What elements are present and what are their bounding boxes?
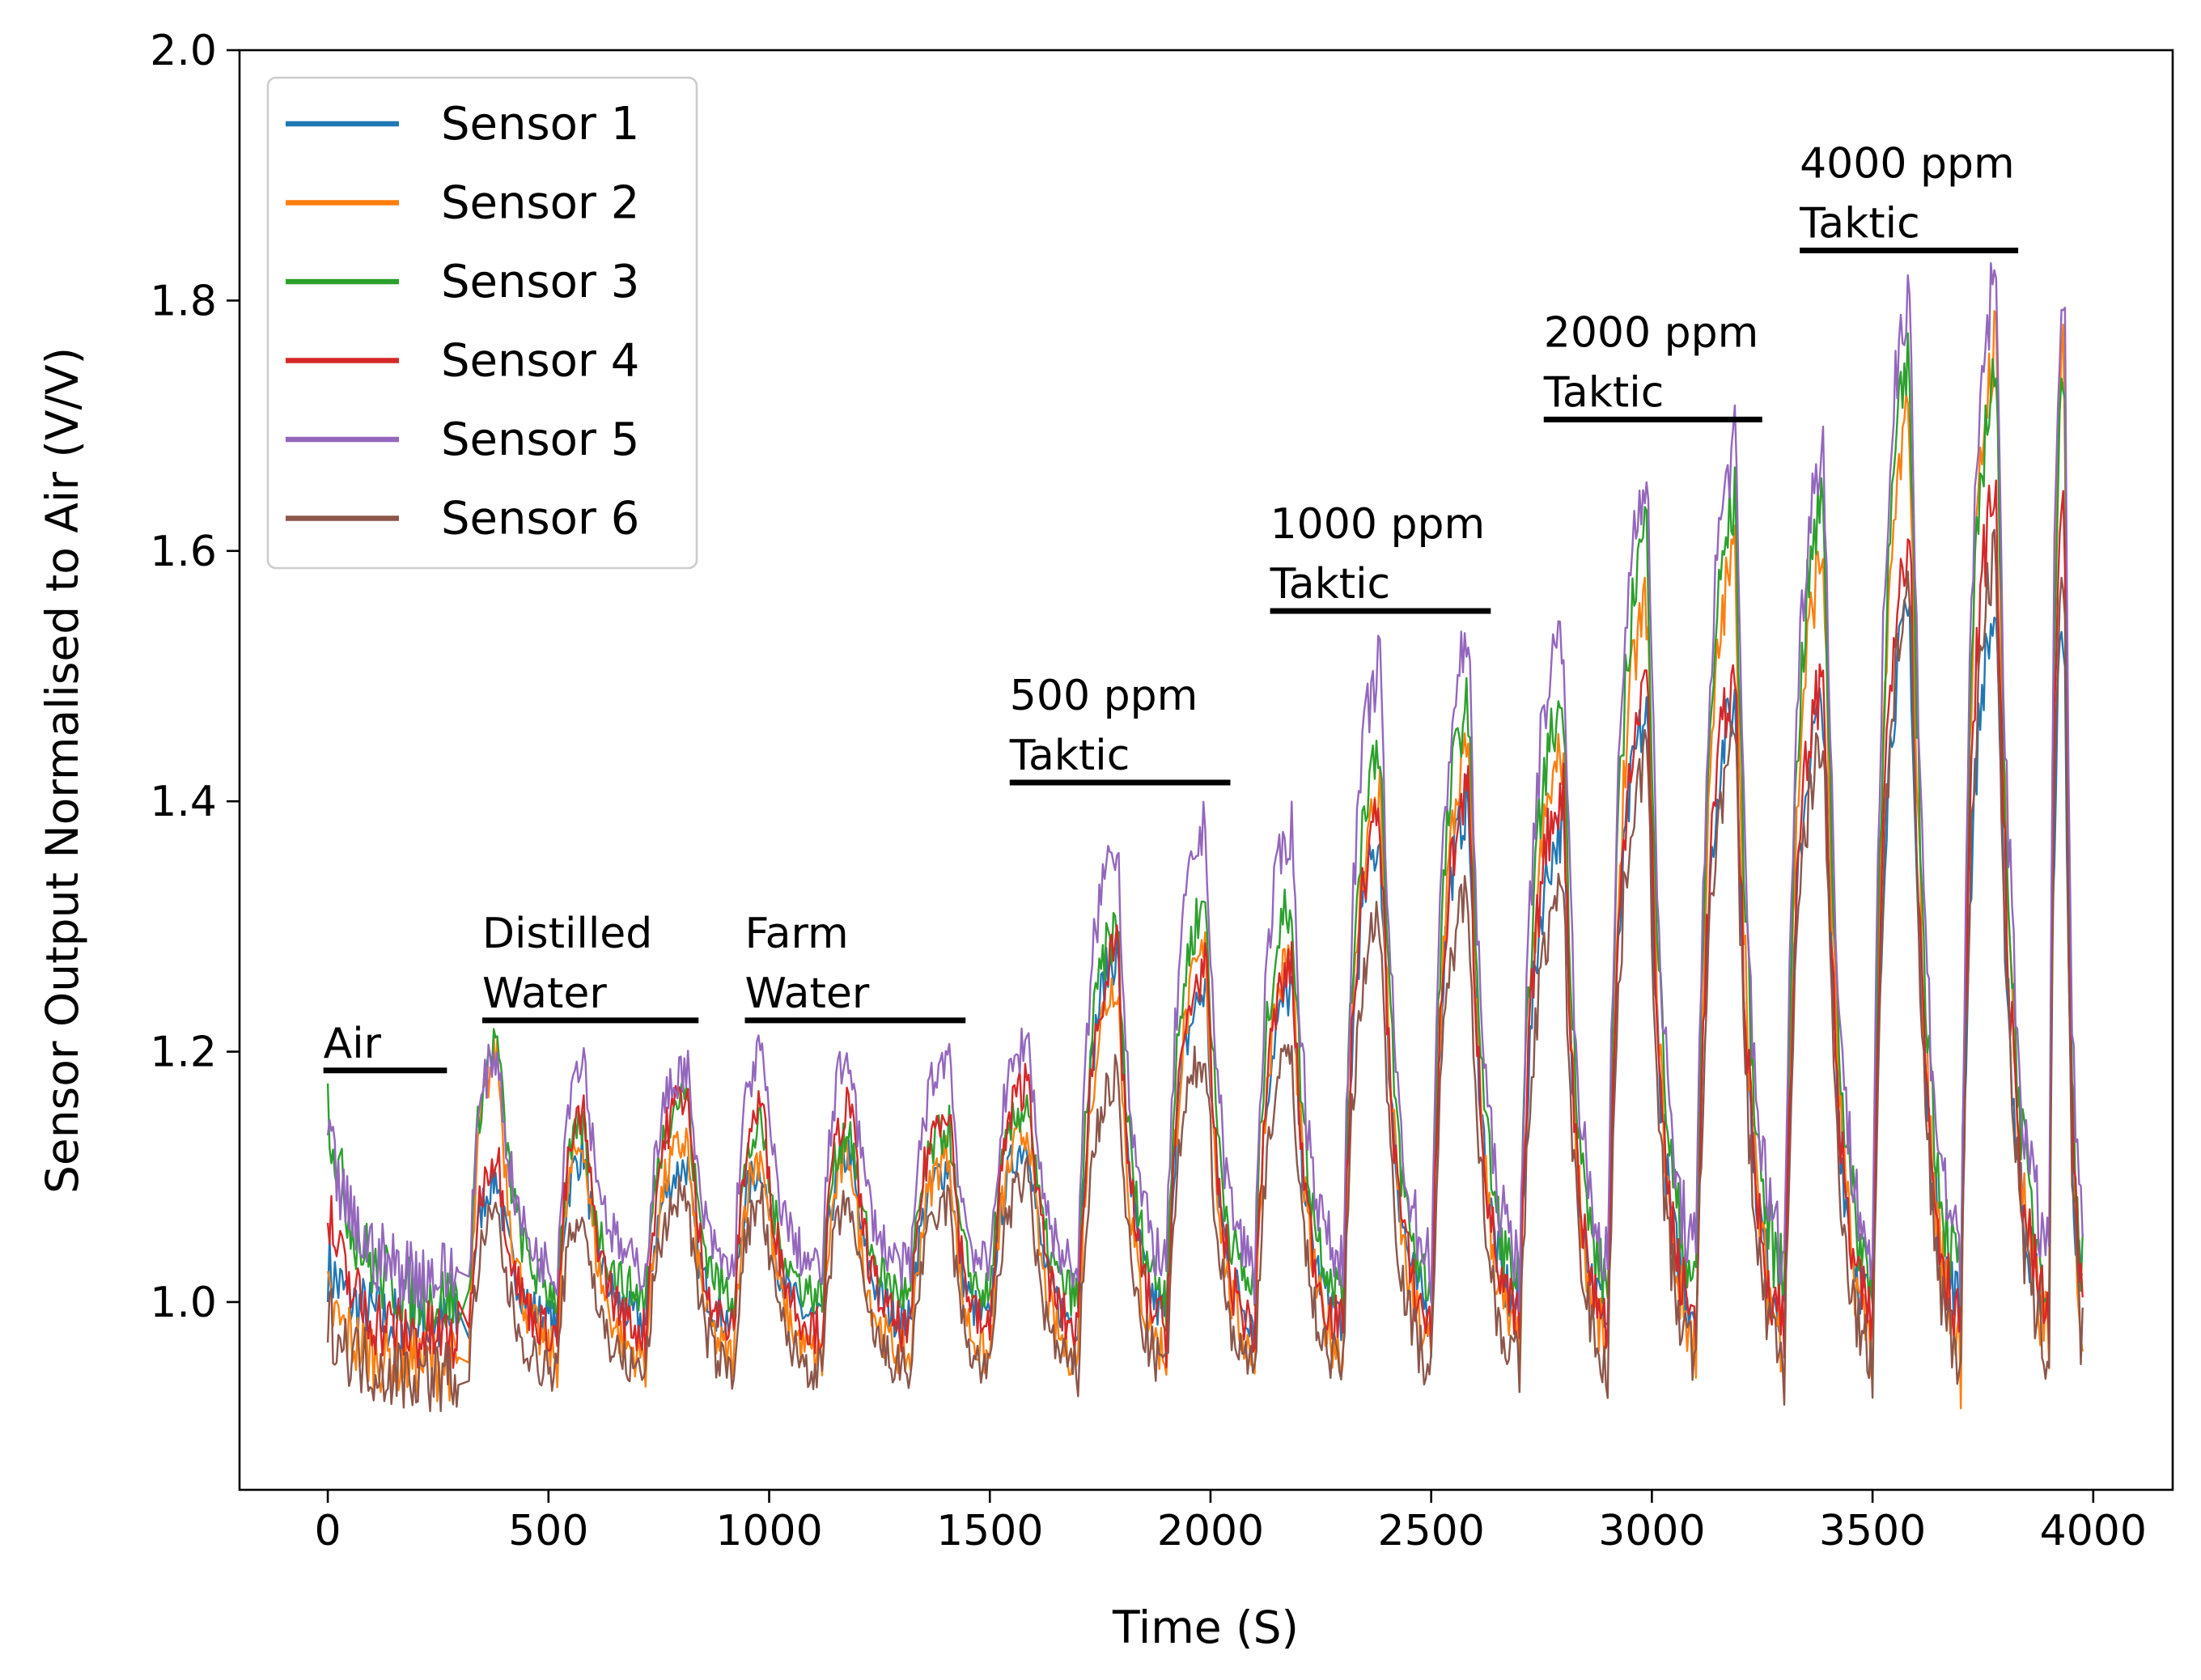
- y-tick-label: 1.0: [150, 1279, 217, 1327]
- legend-label: Sensor 5: [441, 414, 639, 466]
- series-layer: [326, 261, 2084, 1412]
- annotation-label: Taktic: [1270, 560, 1391, 609]
- annotation-label: Taktic: [1543, 368, 1665, 417]
- series-line-5: [326, 261, 2084, 1313]
- x-tick-label: 2000: [1157, 1507, 1264, 1555]
- annotation-label: 4000 ppm: [1800, 140, 2015, 189]
- x-axis-ticks: 0 500 1000 1500 2000 2500 3000 3500 4000: [315, 1490, 2147, 1555]
- x-tick-label: 500: [508, 1507, 588, 1555]
- y-tick-label: 1.8: [150, 277, 217, 325]
- y-tick-label: 1.4: [150, 778, 217, 826]
- annotation-label: Taktic: [1799, 200, 1920, 248]
- legend-label: Sensor 3: [441, 256, 639, 308]
- annotation-label: Distilled: [482, 910, 652, 958]
- annotation-label: 500 ppm: [1010, 672, 1198, 720]
- x-tick-label: 2500: [1377, 1507, 1484, 1555]
- y-axis-ticks: 1.0 1.2 1.4 1.6 1.8 2.0: [150, 27, 240, 1327]
- annotation-label: Taktic: [1009, 732, 1130, 780]
- annotation-label: Water: [482, 969, 607, 1018]
- y-axis-label: Sensor Output Normalised to Air (V/V): [36, 347, 88, 1194]
- x-tick-label: 3500: [1819, 1507, 1926, 1555]
- legend-items: Sensor 1 Sensor 2 Sensor 3 Sensor 4 Sensor 5…: [286, 98, 639, 545]
- legend-label: Sensor 2: [441, 177, 639, 230]
- legend-label: Sensor 6: [441, 493, 639, 545]
- legend-label: Sensor 1: [441, 98, 639, 151]
- legend-label: Sensor 4: [441, 335, 639, 388]
- annotation-label: Water: [745, 969, 870, 1018]
- annotation-layer: Air Distilled Water Farm Water 500 ppm Taktic 1…: [323, 140, 2019, 1074]
- legend: Sensor 1 Sensor 2 Sensor 3 Sensor 4 Sensor 5…: [266, 76, 698, 570]
- x-tick-label: 1500: [936, 1507, 1043, 1555]
- series-line-6: [326, 528, 2084, 1412]
- y-tick-label: 1.2: [150, 1029, 217, 1077]
- annotation-label: Air: [324, 1020, 382, 1068]
- series-line-4: [326, 479, 2084, 1369]
- x-tick-label: 3000: [1598, 1507, 1705, 1555]
- x-tick-label: 1000: [715, 1507, 822, 1555]
- y-tick-label: 2.0: [150, 27, 217, 75]
- annotation-label: Farm: [745, 910, 849, 958]
- annotation-label: 1000 ppm: [1270, 500, 1486, 549]
- axes-frame: [238, 49, 2174, 1491]
- x-tick-label: 0: [315, 1507, 341, 1555]
- x-axis-label: Time (S): [1112, 1602, 1299, 1653]
- x-tick-label: 4000: [2040, 1507, 2147, 1555]
- y-tick-label: 1.6: [150, 528, 217, 576]
- annotation-label: 2000 ppm: [1544, 308, 1759, 357]
